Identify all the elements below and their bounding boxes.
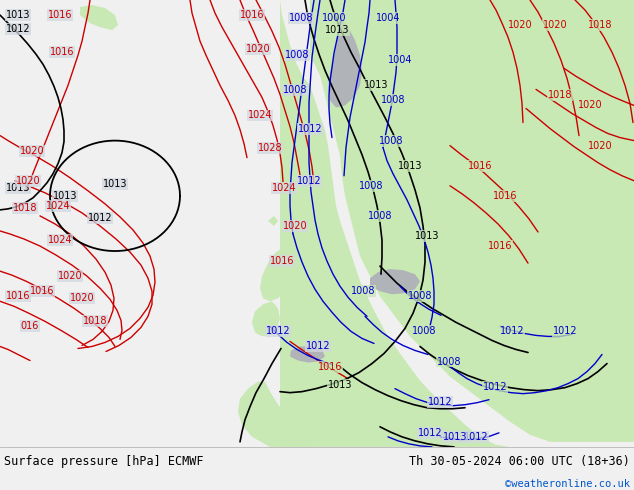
Text: 1016: 1016 [318,362,342,371]
Text: 1013: 1013 [53,191,77,201]
Text: 1008: 1008 [285,50,309,60]
Text: 1013: 1013 [398,161,422,171]
Polygon shape [280,0,510,447]
Text: 1013: 1013 [103,179,127,189]
Text: 1024: 1024 [248,110,273,121]
Text: 1016: 1016 [49,47,74,57]
Polygon shape [290,346,325,363]
Text: 1012: 1012 [266,326,290,337]
Text: 1013: 1013 [6,10,30,20]
Polygon shape [328,15,362,107]
Text: 1012: 1012 [482,382,507,392]
Text: 1020: 1020 [246,44,270,54]
Text: 1020: 1020 [588,141,612,150]
Text: 1016: 1016 [493,191,517,201]
Text: 1012: 1012 [297,176,321,186]
Text: 1020: 1020 [283,221,307,231]
Text: 1016: 1016 [240,10,264,20]
Text: 1016: 1016 [269,256,294,266]
Text: 1020: 1020 [508,20,533,30]
Text: Surface pressure [hPa] ECMWF: Surface pressure [hPa] ECMWF [4,456,204,468]
Text: 1012: 1012 [418,428,443,438]
Text: 1012: 1012 [428,397,452,407]
Polygon shape [238,382,328,447]
Text: ©weatheronline.co.uk: ©weatheronline.co.uk [505,479,630,489]
Text: 1020: 1020 [20,146,44,156]
Text: 1020: 1020 [16,176,41,186]
Text: 1013: 1013 [364,80,388,90]
Text: 1018: 1018 [13,203,37,213]
Text: 1008: 1008 [351,286,375,296]
Text: 1012: 1012 [463,432,488,442]
Text: 1012: 1012 [87,213,112,223]
Text: 1024: 1024 [272,183,296,193]
Text: 1020: 1020 [58,271,82,281]
Text: 1028: 1028 [257,143,282,152]
Text: 1020: 1020 [578,100,602,110]
Polygon shape [370,269,420,294]
Text: 1008: 1008 [381,96,405,105]
Text: 016: 016 [21,321,39,331]
Text: 1012: 1012 [298,123,322,134]
Text: 1018: 1018 [83,317,107,326]
Text: 1000: 1000 [321,13,346,23]
Text: 1016: 1016 [6,291,30,301]
Text: Th 30-05-2024 06:00 UTC (18+36): Th 30-05-2024 06:00 UTC (18+36) [409,456,630,468]
Text: 1008: 1008 [368,211,392,221]
Text: 1013: 1013 [415,231,439,241]
Text: 1016: 1016 [468,161,492,171]
Text: 1020: 1020 [543,20,567,30]
Text: 1016: 1016 [48,10,72,20]
Text: 1018: 1018 [588,20,612,30]
Text: 1013: 1013 [325,25,349,35]
Text: 1008: 1008 [411,326,436,337]
Polygon shape [252,301,280,337]
Text: 1013: 1013 [443,432,467,442]
Polygon shape [260,246,292,301]
Text: 1008: 1008 [408,291,432,301]
Text: 1016: 1016 [488,241,512,251]
Text: 1013: 1013 [328,380,353,390]
Text: 1012: 1012 [306,342,330,351]
Text: 1013: 1013 [6,183,30,193]
Text: 1004: 1004 [388,55,412,65]
Polygon shape [310,0,634,442]
Text: 1004: 1004 [376,13,400,23]
Text: 1008: 1008 [359,181,383,191]
Text: 1016: 1016 [30,286,55,296]
Text: 1012: 1012 [500,326,524,337]
Text: 1008: 1008 [437,357,462,367]
Text: 1008: 1008 [378,136,403,146]
Polygon shape [268,216,278,226]
Text: 1020: 1020 [70,293,94,303]
Text: 1024: 1024 [46,201,70,211]
Text: 1012: 1012 [6,24,30,34]
Text: 1024: 1024 [48,235,72,245]
Text: 1012: 1012 [553,326,578,337]
Text: 1008: 1008 [288,13,313,23]
Text: 1008: 1008 [283,85,307,96]
Polygon shape [80,5,118,30]
Text: 1018: 1018 [548,90,573,100]
